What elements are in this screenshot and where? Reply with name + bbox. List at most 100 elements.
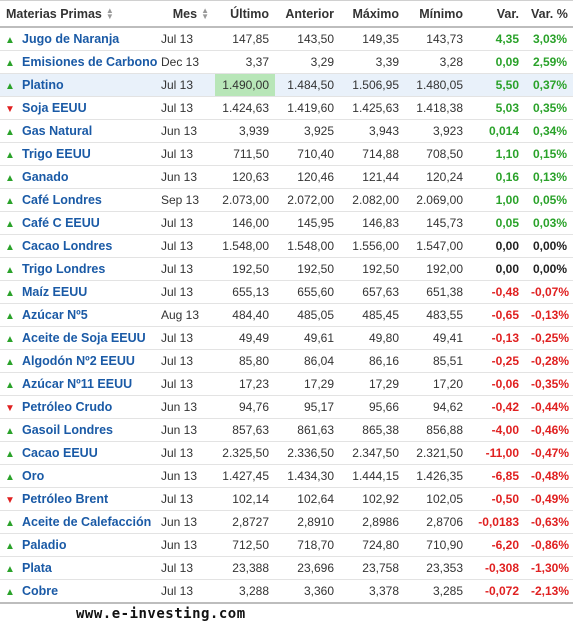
- change-pct-cell: -0,47%: [525, 441, 573, 465]
- high-cell: 2.082,00: [340, 188, 405, 212]
- table-row[interactable]: ▲ Oro Jun 13 1.427,45 1.434,30 1.444,15 1.426,…: [0, 464, 573, 488]
- commodity-link[interactable]: Gasoil Londres: [22, 423, 113, 437]
- table-row[interactable]: ▲ Jugo de Naranja Jul 13 147,85 143,50 149,35…: [0, 27, 573, 51]
- table-row[interactable]: ▼ Petróleo Crudo Jun 13 94,76 95,17 95,66 94,6…: [0, 395, 573, 419]
- commodity-link[interactable]: Trigo Londres: [22, 262, 106, 276]
- table-row[interactable]: ▲ Aceite de Calefacción Jun 13 2,8727 2,8910…: [0, 510, 573, 534]
- commodity-link[interactable]: Cacao Londres: [22, 239, 113, 253]
- commodity-link[interactable]: Algodón Nº2 EEUU: [22, 354, 135, 368]
- commodity-link[interactable]: Paladio: [22, 538, 67, 552]
- sort-icon[interactable]: ▲▼: [572, 7, 573, 21]
- sort-icon[interactable]: ▲▼: [105, 6, 114, 22]
- low-cell: 120,24: [405, 165, 469, 189]
- commodity-link[interactable]: Cacao EEUU: [22, 446, 98, 460]
- table-row[interactable]: ▲ Azúcar Nº5 Aug 13 484,40 485,05 485,45 483,5…: [0, 303, 573, 327]
- col-header-low[interactable]: Mínimo: [405, 0, 469, 28]
- commodity-link[interactable]: Jugo de Naranja: [22, 32, 120, 46]
- change-pct-cell: 0,03%: [525, 211, 573, 235]
- last-cell: 1.490,00: [215, 73, 275, 97]
- high-cell: 2.347,50: [340, 441, 405, 465]
- commodity-link[interactable]: Maíz EEUU: [22, 285, 88, 299]
- change-pct-cell: 0,35%: [525, 96, 573, 120]
- prev-cell: 192,50: [275, 257, 340, 281]
- high-cell: 17,29: [340, 372, 405, 396]
- commodity-link[interactable]: Azúcar Nº11 EEUU: [22, 377, 133, 391]
- prev-cell: 23,696: [275, 556, 340, 580]
- month-cell: Jul 13: [155, 27, 215, 51]
- change-cell: 0,05: [469, 211, 525, 235]
- commodity-link[interactable]: Gas Natural: [22, 124, 93, 138]
- table-row[interactable]: ▲ Café C EEUU Jul 13 146,00 145,95 146,83 145,…: [0, 211, 573, 235]
- table-row[interactable]: ▲ Cobre Jul 13 3,288 3,360 3,378 3,285 -0,072 -2…: [0, 579, 573, 604]
- commodity-link[interactable]: Aceite de Calefacción: [22, 515, 152, 529]
- change-pct-cell: -0,86%: [525, 533, 573, 557]
- high-cell: 1.425,63: [340, 96, 405, 120]
- table-row[interactable]: ▲ Plata Jul 13 23,388 23,696 23,758 23,353 -0,3…: [0, 556, 573, 580]
- change-pct-cell: -0,63%: [525, 510, 573, 534]
- commodity-cell: ▲ Trigo Londres: [0, 257, 155, 281]
- table-row[interactable]: ▲ Paladio Jun 13 712,50 718,70 724,80 710,90 -6…: [0, 533, 573, 557]
- table-row[interactable]: ▲ Gas Natural Jun 13 3,939 3,925 3,943 3,923 0,…: [0, 119, 573, 143]
- arrow-up-icon: ▲: [5, 380, 15, 391]
- commodity-link[interactable]: Café C EEUU: [22, 216, 100, 230]
- prev-cell: 17,29: [275, 372, 340, 396]
- low-cell: 2.069,00: [405, 188, 469, 212]
- sort-icon[interactable]: ▲▼: [201, 6, 209, 22]
- commodity-link[interactable]: Emisiones de Carbono: [22, 55, 158, 69]
- commodity-link[interactable]: Ganado: [22, 170, 69, 184]
- commodity-link[interactable]: Trigo EEUU: [22, 147, 91, 161]
- last-cell: 102,14: [215, 487, 275, 511]
- col-header-high[interactable]: Máximo: [340, 0, 405, 28]
- commodity-link[interactable]: Petróleo Crudo: [22, 400, 113, 414]
- low-cell: 708,50: [405, 142, 469, 166]
- commodity-cell: ▲ Gas Natural: [0, 119, 155, 143]
- last-cell: 1.424,63: [215, 96, 275, 120]
- col-header-month[interactable]: Mes ▲ ▼: [155, 0, 215, 28]
- month-cell: Jun 13: [155, 418, 215, 442]
- table-row[interactable]: ▲ Platino Jul 13 1.490,00 1.484,50 1.506,95 1.…: [0, 73, 573, 97]
- prev-cell: 861,63: [275, 418, 340, 442]
- commodity-cell: ▲ Jugo de Naranja: [0, 27, 155, 51]
- high-cell: 865,38: [340, 418, 405, 442]
- table-row[interactable]: ▲ Emisiones de Carbono Dec 13 3,37 3,29 3,39 3…: [0, 50, 573, 74]
- commodity-link[interactable]: Oro: [22, 469, 45, 483]
- low-cell: 1.426,35: [405, 464, 469, 488]
- change-cell: -0,42: [469, 395, 525, 419]
- change-pct-cell: -1,30%: [525, 556, 573, 580]
- commodity-link[interactable]: Platino: [22, 78, 64, 92]
- commodity-link[interactable]: Plata: [22, 561, 52, 575]
- table-row[interactable]: ▲ Algodón Nº2 EEUU Jul 13 85,80 86,04 86,16 85…: [0, 349, 573, 373]
- commodity-link[interactable]: Soja EEUU: [22, 101, 87, 115]
- commodity-link[interactable]: Café Londres: [22, 193, 102, 207]
- col-header-chg-pct[interactable]: Var. %▲▼: [525, 0, 573, 28]
- table-row[interactable]: ▼ Soja EEUU Jul 13 1.424,63 1.419,60 1.425,63…: [0, 96, 573, 120]
- commodity-link[interactable]: Cobre: [22, 584, 59, 598]
- col-header-last[interactable]: Último: [215, 0, 275, 28]
- table-row[interactable]: ▲ Trigo EEUU Jul 13 711,50 710,40 714,88 708,5…: [0, 142, 573, 166]
- table-row[interactable]: ▲ Cacao EEUU Jul 13 2.325,50 2.336,50 2.347,5…: [0, 441, 573, 465]
- col-header-chg[interactable]: Var.: [469, 0, 525, 28]
- table-row[interactable]: ▲ Aceite de Soja EEUU Jul 13 49,49 49,61 49,8…: [0, 326, 573, 350]
- table-row[interactable]: ▲ Azúcar Nº11 EEUU Jul 13 17,23 17,29 17,29 17…: [0, 372, 573, 396]
- high-cell: 149,35: [340, 27, 405, 51]
- commodity-link[interactable]: Aceite de Soja EEUU: [22, 331, 146, 345]
- table-row[interactable]: ▲ Café Londres Sep 13 2.073,00 2.072,00 2.082…: [0, 188, 573, 212]
- commodity-link[interactable]: Azúcar Nº5: [22, 308, 88, 322]
- commodity-cell: ▼ Petróleo Brent: [0, 487, 155, 511]
- table-row[interactable]: ▲ Gasoil Londres Jun 13 857,63 861,63 865,38 8…: [0, 418, 573, 442]
- commodity-link[interactable]: Petróleo Brent: [22, 492, 109, 506]
- change-pct-cell: -2,13%: [525, 579, 573, 604]
- table-row[interactable]: ▲ Trigo Londres Jul 13 192,50 192,50 192,50 19…: [0, 257, 573, 281]
- change-cell: -11,00: [469, 441, 525, 465]
- table-row[interactable]: ▲ Maíz EEUU Jul 13 655,13 655,60 657,63 651,38…: [0, 280, 573, 304]
- arrow-up-icon: ▲: [5, 81, 15, 92]
- high-cell: 86,16: [340, 349, 405, 373]
- table-row[interactable]: ▲ Cacao Londres Jul 13 1.548,00 1.548,00 1.55…: [0, 234, 573, 258]
- prev-cell: 2.072,00: [275, 188, 340, 212]
- arrow-up-icon: ▲: [5, 541, 15, 552]
- col-header-name[interactable]: Materias Primas ▲ ▼: [0, 0, 155, 28]
- col-header-prev[interactable]: Anterior: [275, 0, 340, 28]
- table-row[interactable]: ▲ Ganado Jun 13 120,63 120,46 121,44 120,24 0,1…: [0, 165, 573, 189]
- table-row[interactable]: ▼ Petróleo Brent Jul 13 102,14 102,64 102,92 1…: [0, 487, 573, 511]
- low-cell: 3,923: [405, 119, 469, 143]
